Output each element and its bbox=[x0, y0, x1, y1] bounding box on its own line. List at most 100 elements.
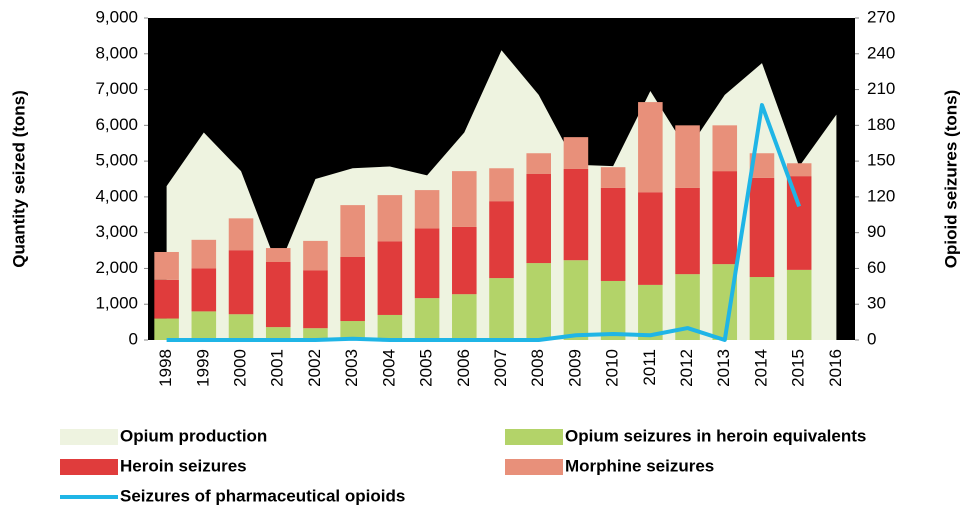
bar bbox=[452, 294, 477, 340]
bar bbox=[154, 251, 179, 280]
bar bbox=[265, 262, 291, 328]
bar bbox=[600, 280, 626, 340]
bar bbox=[563, 260, 589, 340]
bar bbox=[749, 177, 775, 278]
legend-swatch bbox=[505, 429, 563, 445]
x-tick-label: 2013 bbox=[714, 349, 733, 387]
bar bbox=[489, 168, 514, 202]
bar bbox=[154, 318, 179, 340]
y-tick-label: 0 bbox=[129, 329, 138, 348]
legend-swatch bbox=[60, 429, 118, 445]
y2-tick-label: 120 bbox=[867, 186, 895, 205]
bar bbox=[526, 153, 551, 174]
bar bbox=[377, 195, 403, 242]
bar bbox=[414, 298, 440, 340]
x-tick-label: 2004 bbox=[379, 349, 398, 387]
bar bbox=[675, 125, 700, 188]
y2-tick-label: 60 bbox=[867, 258, 886, 277]
bar bbox=[377, 241, 403, 315]
x-tick-label: 1999 bbox=[193, 349, 212, 387]
y-tick-label: 7,000 bbox=[95, 79, 138, 98]
bar bbox=[638, 192, 663, 285]
bar bbox=[786, 269, 812, 340]
x-tick-label: 2002 bbox=[305, 349, 324, 387]
bar bbox=[228, 314, 254, 340]
y2-tick-label: 240 bbox=[867, 43, 895, 62]
x-tick-label: 2010 bbox=[603, 349, 622, 387]
x-tick-label: 2005 bbox=[417, 349, 436, 387]
bar bbox=[638, 284, 663, 340]
bar bbox=[489, 278, 514, 340]
bar bbox=[563, 168, 589, 261]
y-tick-label: 2,000 bbox=[95, 258, 138, 277]
bar bbox=[786, 176, 812, 270]
x-tick-label: 2006 bbox=[454, 349, 473, 387]
legend-label: Seizures of pharmaceutical opioids bbox=[120, 486, 405, 505]
bar bbox=[340, 205, 365, 257]
legend-swatch bbox=[505, 459, 563, 475]
bar bbox=[414, 228, 440, 299]
x-tick-label: 2015 bbox=[789, 349, 808, 387]
bar bbox=[265, 248, 291, 263]
x-tick-label: 1998 bbox=[156, 349, 175, 387]
y-tick-label: 9,000 bbox=[95, 7, 138, 26]
bar bbox=[414, 190, 440, 229]
y-tick-label: 6,000 bbox=[95, 115, 138, 134]
bar bbox=[303, 328, 328, 340]
bar bbox=[340, 321, 365, 340]
bar bbox=[749, 277, 775, 340]
bar bbox=[265, 327, 291, 340]
y2-tick-label: 270 bbox=[867, 7, 895, 26]
bar bbox=[563, 137, 589, 169]
x-tick-label: 2003 bbox=[342, 349, 361, 387]
x-tick-label: 2009 bbox=[565, 349, 584, 387]
bar bbox=[452, 171, 477, 227]
bar bbox=[786, 163, 812, 177]
y-axis-title: Quantity seized (tons) bbox=[9, 90, 28, 268]
bar bbox=[303, 270, 328, 329]
y2-tick-label: 0 bbox=[867, 329, 876, 348]
bar bbox=[154, 279, 179, 319]
y2-tick-label: 180 bbox=[867, 115, 895, 134]
legend-label: Morphine seizures bbox=[565, 456, 714, 475]
x-tick-label: 2016 bbox=[826, 349, 845, 387]
y2-axis-title: Opioid seizures (tons) bbox=[941, 90, 960, 269]
x-tick-label: 2014 bbox=[751, 349, 770, 387]
x-tick-label: 2001 bbox=[268, 349, 287, 387]
y-tick-label: 8,000 bbox=[95, 43, 138, 62]
bar bbox=[452, 226, 477, 295]
bar bbox=[489, 201, 514, 279]
bar bbox=[303, 240, 328, 271]
bar bbox=[526, 263, 551, 340]
bar bbox=[638, 102, 663, 193]
bar bbox=[600, 167, 626, 188]
bar bbox=[675, 187, 700, 275]
bar bbox=[340, 256, 365, 322]
bar bbox=[712, 171, 738, 265]
bar bbox=[191, 239, 217, 269]
x-tick-label: 2012 bbox=[677, 349, 696, 387]
x-tick-label: 2000 bbox=[231, 349, 250, 387]
legend-swatch bbox=[60, 459, 118, 475]
x-tick-label: 2011 bbox=[640, 349, 659, 386]
bar bbox=[228, 250, 254, 315]
bar bbox=[191, 311, 217, 340]
y-tick-label: 3,000 bbox=[95, 222, 138, 241]
legend-label: Heroin seizures bbox=[120, 456, 247, 475]
bar bbox=[712, 125, 738, 172]
y2-tick-label: 150 bbox=[867, 151, 895, 170]
x-tick-label: 2007 bbox=[491, 349, 510, 387]
bar bbox=[526, 173, 551, 264]
y2-tick-label: 30 bbox=[867, 294, 886, 313]
y-tick-label: 1,000 bbox=[95, 294, 138, 313]
y-tick-label: 4,000 bbox=[95, 186, 138, 205]
y2-tick-label: 90 bbox=[867, 222, 886, 241]
x-tick-label: 2008 bbox=[528, 349, 547, 387]
legend-label: Opium seizures in heroin equivalents bbox=[565, 426, 866, 445]
bar bbox=[600, 187, 626, 281]
line bbox=[166, 103, 802, 342]
y-tick-label: 5,000 bbox=[95, 151, 138, 170]
y2-tick-label: 210 bbox=[867, 79, 895, 98]
legend-label: Opium production bbox=[120, 426, 267, 445]
